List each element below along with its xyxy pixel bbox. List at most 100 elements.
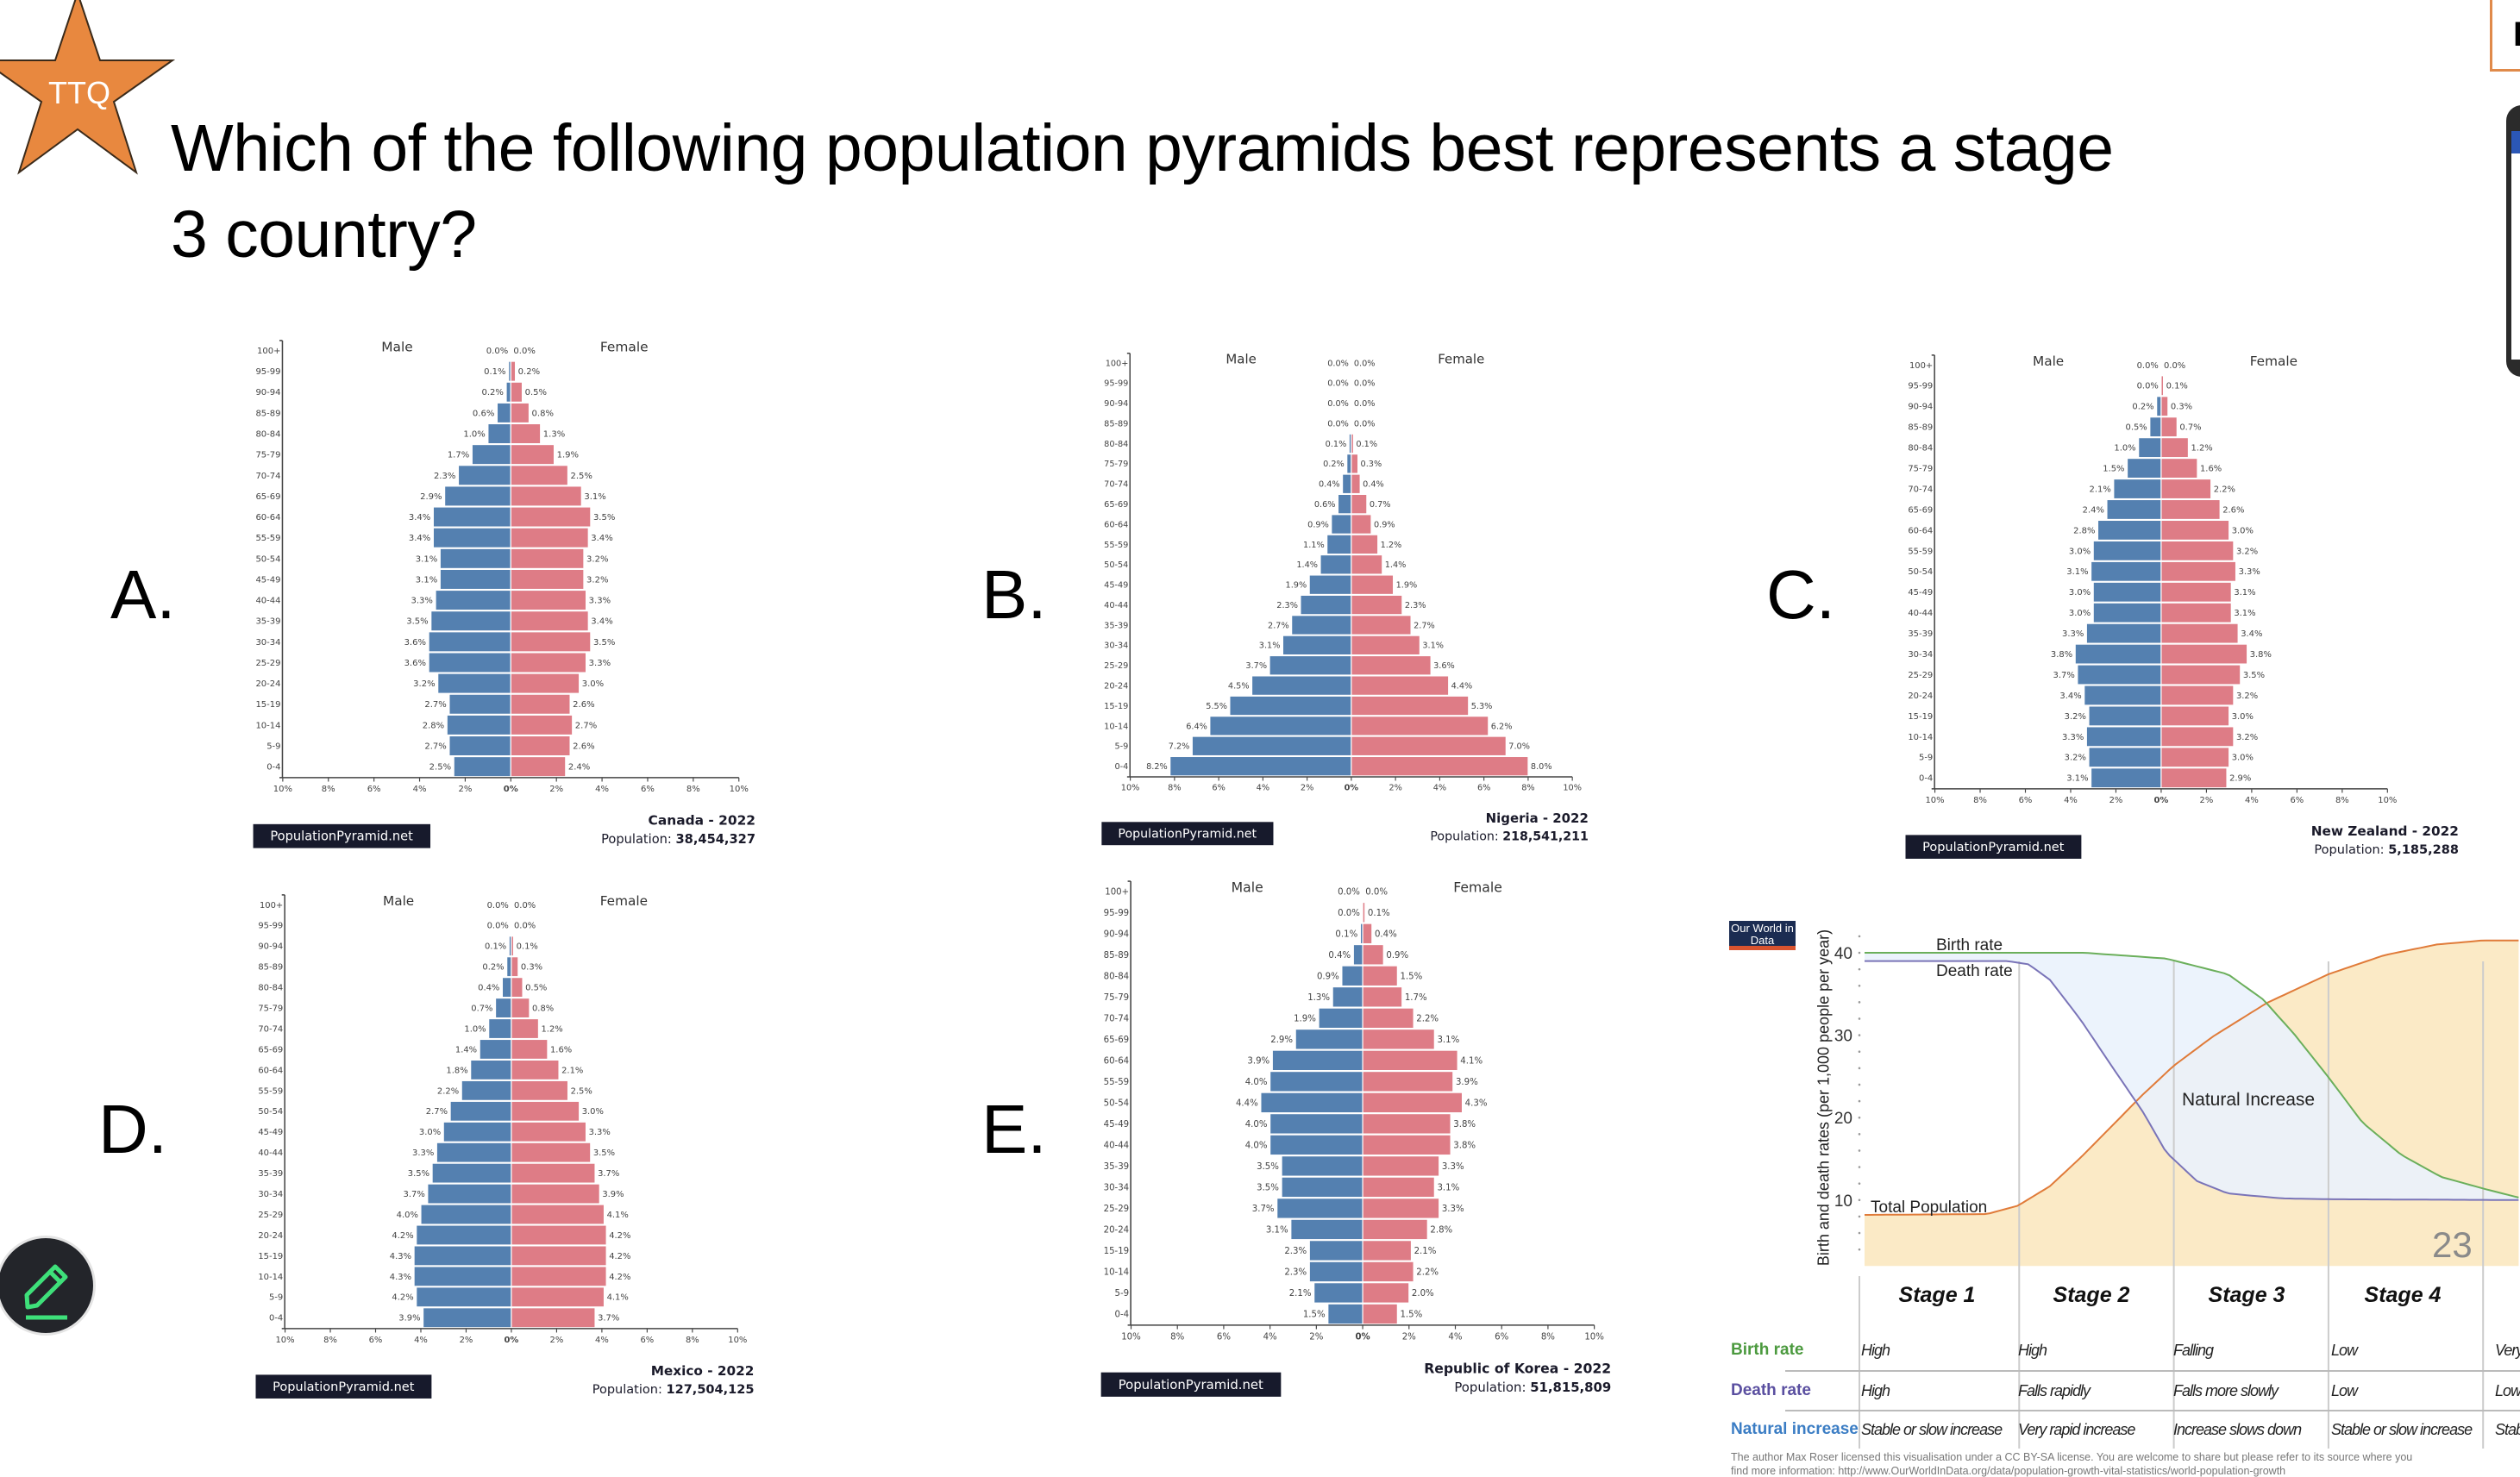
pen-tool-button[interactable] [0, 1236, 96, 1336]
x-tick-label: 2% [550, 1336, 564, 1345]
age-group-label: 0-4 [1115, 1310, 1130, 1319]
male-bar [429, 653, 511, 673]
population-prefix: Population: [1454, 1380, 1530, 1395]
option-e-label: E. [981, 1095, 1047, 1164]
female-value-label: 3.6% [1433, 661, 1455, 671]
female-bar [511, 735, 570, 755]
male-bar [1210, 717, 1351, 735]
age-group-label: 30-34 [1104, 641, 1128, 651]
age-group-label: 70-74 [1908, 485, 1933, 494]
age-group-label: 70-74 [258, 1024, 283, 1034]
male-value-label: 1.4% [1296, 560, 1318, 570]
female-value-label: 3.2% [2236, 547, 2258, 556]
female-bar [511, 1122, 586, 1142]
female-value-label: 3.3% [1442, 1205, 1464, 1214]
female-value-label: 2.2% [1416, 1267, 1439, 1277]
female-value-label: 3.3% [589, 659, 611, 668]
age-group-label: 95-99 [258, 922, 283, 931]
age-group-label: 60-64 [255, 513, 280, 523]
natural-increase-area [1865, 953, 2518, 1200]
male-value-label: 1.7% [448, 451, 469, 460]
female-value-label: 2.1% [1414, 1247, 1437, 1256]
age-group-label: 25-29 [1104, 1205, 1130, 1214]
table-cell: Falls rapidly [2018, 1382, 2090, 1400]
x-tick-label: 10% [1563, 784, 1582, 793]
female-bar [511, 1101, 580, 1121]
male-value-label: 0.4% [478, 984, 499, 993]
age-group-label: 95-99 [1908, 382, 1933, 391]
age-group-label: 45-49 [255, 575, 280, 585]
population-value: 51,815,809 [1530, 1380, 1611, 1395]
female-bar [2161, 479, 2211, 499]
x-tick-label: 2% [460, 1336, 473, 1345]
y-tick-label: 30 [1834, 1028, 1852, 1046]
female-value-label: 3.4% [591, 617, 612, 627]
male-bar [2093, 582, 2161, 602]
female-bar [511, 1142, 591, 1162]
table-cell: Falling [2173, 1342, 2213, 1360]
male-value-label: 0.0% [1327, 419, 1349, 429]
age-group-label: 65-69 [1104, 500, 1128, 510]
populationpyramid-logo-text: PopulationPyramid.net [273, 1380, 415, 1394]
female-value-label: 4.2% [609, 1252, 630, 1261]
age-group-label: 55-59 [255, 534, 280, 543]
male-value-label: 3.3% [411, 597, 433, 606]
female-value-label: 1.2% [2191, 444, 2212, 454]
female-bar [511, 653, 586, 673]
male-bar [2084, 685, 2161, 705]
male-bar [2093, 603, 2161, 623]
source-link[interactable]: find more information: http://www.OurWor… [1731, 1465, 2285, 1477]
male-value-label: 4.2% [392, 1293, 413, 1303]
female-value-label: 3.0% [582, 679, 604, 689]
female-value-label: 3.0% [582, 1107, 604, 1117]
male-value-label: 7.2% [1169, 742, 1190, 752]
female-bar [2161, 603, 2231, 623]
male-value-label: 0.2% [1323, 460, 1345, 469]
male-bar [2086, 623, 2161, 643]
pyramid-e-korea: 0.0%0.0%100+0.0%0.1%95-990.1%0.4%90-940.… [1095, 875, 1676, 1402]
male-value-label: 3.7% [404, 1190, 425, 1199]
female-heading: Female [2250, 354, 2297, 369]
country-title: New Zealand - 2022 [2311, 823, 2459, 839]
male-bar [471, 1060, 511, 1080]
option-d-label: D. [98, 1095, 167, 1164]
x-tick-label: 10% [728, 1336, 747, 1345]
age-group-label: 90-94 [1908, 403, 1933, 412]
age-group-label: 75-79 [1908, 465, 1933, 474]
male-bar [436, 1142, 511, 1162]
age-group-label: 0-4 [269, 1314, 283, 1324]
age-group-label: 25-29 [1908, 671, 1933, 680]
male-value-label: 0.0% [1327, 379, 1349, 389]
y-minor-tick [1859, 968, 1861, 971]
female-bar [1363, 1114, 1451, 1134]
male-value-label: 3.0% [419, 1128, 441, 1137]
male-value-label: 3.7% [1245, 661, 1267, 671]
male-bar [2107, 499, 2161, 519]
female-value-label: 3.9% [602, 1190, 624, 1199]
female-bar [1363, 903, 1365, 923]
female-bar [511, 445, 554, 465]
age-group-label: 100+ [1106, 359, 1129, 368]
male-value-label: 0.0% [2137, 361, 2159, 371]
male-bar [488, 423, 511, 443]
age-group-label: 30-34 [258, 1190, 283, 1199]
age-group-label: 65-69 [1104, 1036, 1130, 1045]
age-group-label: 5-9 [269, 1293, 283, 1303]
license-note: The author Max Roser licensed this visua… [1731, 1451, 2412, 1463]
male-bar [447, 715, 511, 735]
y-minor-tick [1859, 1084, 1861, 1086]
x-tick-label: 6% [640, 1336, 654, 1345]
female-bar [2161, 623, 2238, 643]
male-value-label: 3.5% [1257, 1162, 1279, 1172]
x-tick-label: 6% [1212, 784, 1225, 793]
male-bar [1272, 1050, 1363, 1070]
question-title: Which of the following population pyrami… [171, 105, 2114, 278]
x-tick-label: 2% [2200, 796, 2214, 805]
age-group-label: 80-84 [1104, 972, 1130, 981]
age-group-label: 75-79 [1104, 993, 1130, 1003]
age-group-label: 75-79 [258, 1004, 283, 1014]
male-value-label: 3.1% [416, 575, 437, 585]
age-group-label: 60-64 [258, 1066, 283, 1075]
female-value-label: 4.3% [1465, 1098, 1488, 1108]
age-group-label: 5-9 [1114, 742, 1128, 752]
